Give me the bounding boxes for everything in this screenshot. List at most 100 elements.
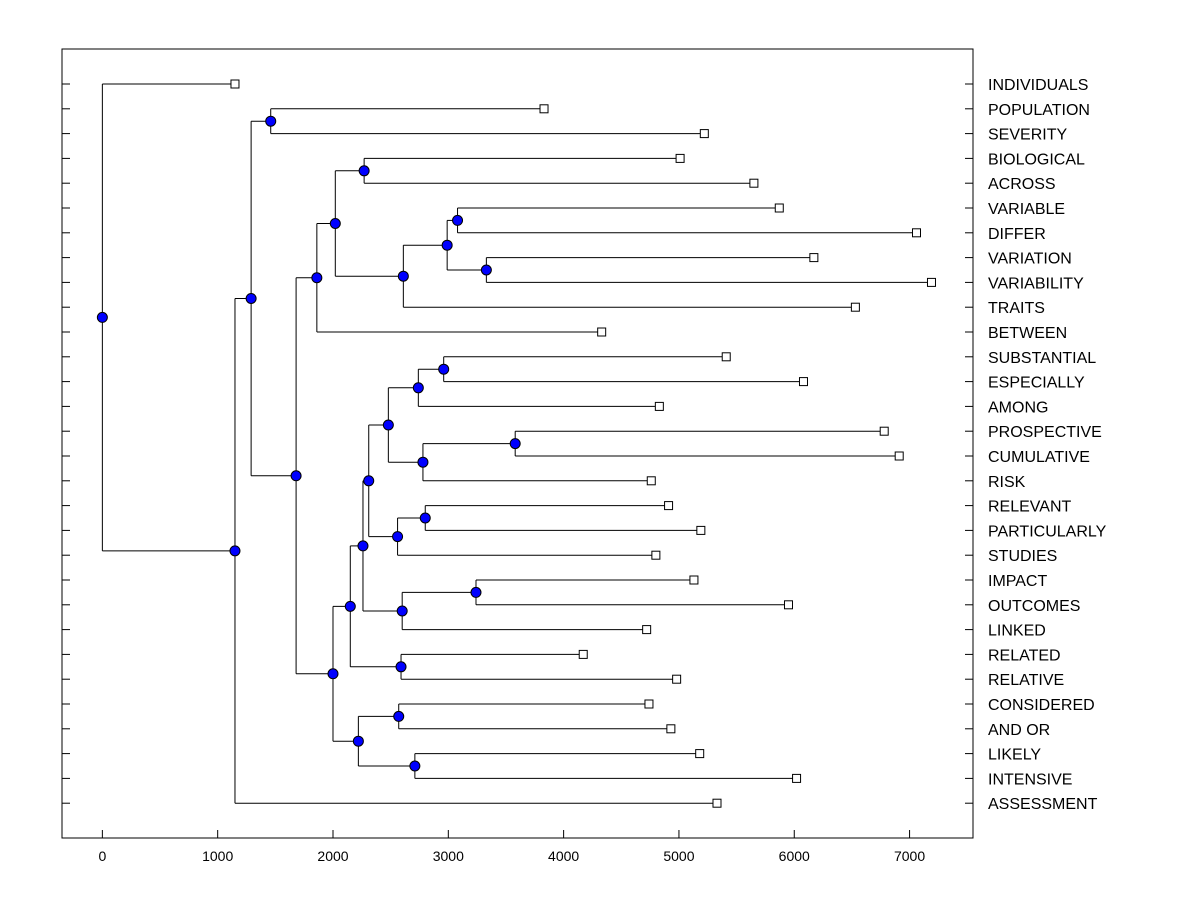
leaf-label: PARTICULARLY xyxy=(988,523,1107,540)
leaf-marker xyxy=(783,600,793,610)
plot-frame xyxy=(61,48,974,839)
cluster-node-n2 xyxy=(358,165,370,177)
leaf-marker xyxy=(578,649,588,659)
cluster-node-n19 xyxy=(357,540,369,552)
cluster-node-n18 xyxy=(396,605,408,617)
leaf-marker xyxy=(642,625,652,635)
leaf-label: CONSIDERED xyxy=(988,697,1095,714)
cluster-node-n26 xyxy=(290,470,302,482)
leaf-label: INTENSIVE xyxy=(988,771,1072,788)
leaf-label: PROSPECTIVE xyxy=(988,424,1102,441)
cluster-node-n6 xyxy=(397,270,409,282)
leaf-marker xyxy=(644,699,654,709)
leaf-label: ASSESSMENT xyxy=(988,796,1098,813)
leaf-marker xyxy=(809,253,819,263)
leaf-marker xyxy=(699,129,709,139)
cluster-node-n21 xyxy=(344,600,356,612)
cluster-node-n4 xyxy=(480,264,492,276)
leaf-label: RELATED xyxy=(988,647,1061,664)
x-tick-label: 6000 xyxy=(779,848,810,864)
leaf-marker xyxy=(894,451,904,461)
leaf-marker xyxy=(230,79,240,89)
cluster-node-n14 xyxy=(419,512,431,524)
x-tick-label: 2000 xyxy=(317,848,348,864)
leaf-label: LINKED xyxy=(988,623,1046,640)
leaf-marker xyxy=(879,426,889,436)
cluster-node-n3 xyxy=(452,214,464,226)
leaf-marker xyxy=(798,377,808,387)
cluster-node-n25 xyxy=(327,668,339,680)
cluster-node-n29 xyxy=(96,311,108,323)
cluster-node-n27 xyxy=(245,292,257,304)
leaf-label: AMONG xyxy=(988,399,1048,416)
leaf-label: LIKELY xyxy=(988,747,1041,764)
leaf-label: RELEVANT xyxy=(988,499,1072,516)
leaf-label: OUTCOMES xyxy=(988,598,1080,615)
cluster-node-n17 xyxy=(470,586,482,598)
x-tick-label: 3000 xyxy=(433,848,464,864)
cluster-node-n1 xyxy=(265,115,277,127)
leaf-marker xyxy=(696,525,706,535)
x-tick-label: 1000 xyxy=(202,848,233,864)
cluster-node-n13 xyxy=(382,419,394,431)
x-tick-label: 5000 xyxy=(663,848,694,864)
leaf-label: BIOLOGICAL xyxy=(988,151,1085,168)
leaf-label: POPULATION xyxy=(988,102,1090,119)
leaf-label: BETWEEN xyxy=(988,325,1067,342)
leaf-label: SUBSTANTIAL xyxy=(988,350,1096,367)
leaf-group: INDIVIDUALS POPULATION SEVERITY BIOLOGICAL A… xyxy=(230,77,1107,813)
cluster-node-n22 xyxy=(393,710,405,722)
leaf-marker xyxy=(666,724,676,734)
leaf-marker xyxy=(597,327,607,337)
leaf-label: IMPACT xyxy=(988,573,1047,590)
node-group xyxy=(96,115,521,772)
leaf-label: VARIABLE xyxy=(988,201,1065,218)
cluster-node-n28 xyxy=(229,545,241,557)
leaf-marker xyxy=(672,674,682,684)
leaf-label: TRAITS xyxy=(988,300,1045,317)
leaf-marker xyxy=(911,228,921,238)
leaf-marker xyxy=(850,302,860,312)
leaf-label: STUDIES xyxy=(988,548,1057,565)
leaf-marker xyxy=(539,104,549,114)
leaf-marker xyxy=(654,401,664,411)
cluster-node-n11 xyxy=(509,438,521,450)
cluster-node-n15 xyxy=(392,531,404,543)
leaf-marker xyxy=(749,178,759,188)
cluster-node-n9 xyxy=(438,363,450,375)
cluster-node-n16 xyxy=(363,475,375,487)
leaf-marker xyxy=(712,798,722,808)
leaf-label: DIFFER xyxy=(988,226,1046,243)
leaf-label: ACROSS xyxy=(988,176,1056,193)
cluster-node-n5 xyxy=(441,239,453,251)
leaf-label: VARIATION xyxy=(988,251,1072,268)
leaf-marker xyxy=(774,203,784,213)
leaf-label: RISK xyxy=(988,474,1026,491)
x-tick-label: 7000 xyxy=(894,848,925,864)
leaf-marker xyxy=(926,277,936,287)
cluster-node-n23 xyxy=(409,760,421,772)
leaf-label: SEVERITY xyxy=(988,127,1067,144)
leaf-label: ESPECIALLY xyxy=(988,375,1085,392)
leaf-marker xyxy=(664,501,674,511)
leaf-label: INDIVIDUALS xyxy=(988,77,1088,94)
cluster-node-n20 xyxy=(395,661,407,673)
leaf-marker xyxy=(646,476,656,486)
cluster-node-n10 xyxy=(412,382,424,394)
leaf-label: RELATIVE xyxy=(988,672,1064,689)
cluster-node-n7 xyxy=(329,218,341,229)
leaf-marker xyxy=(792,773,802,783)
leaf-marker xyxy=(689,575,699,585)
leaf-marker xyxy=(695,749,705,759)
cluster-node-n12 xyxy=(417,456,429,468)
leaf-marker xyxy=(675,153,685,163)
axis-group: 0 1000 2000 3000 4000 5000 6000 7000 xyxy=(62,83,973,864)
cluster-node-n24 xyxy=(352,735,364,747)
leaf-label: VARIABILITY xyxy=(988,275,1084,292)
x-tick-label: 0 xyxy=(98,848,106,864)
leaf-marker xyxy=(721,352,731,362)
leaf-marker xyxy=(651,550,661,560)
leaf-label: AND OR xyxy=(988,722,1050,739)
cluster-node-n8 xyxy=(311,272,323,284)
